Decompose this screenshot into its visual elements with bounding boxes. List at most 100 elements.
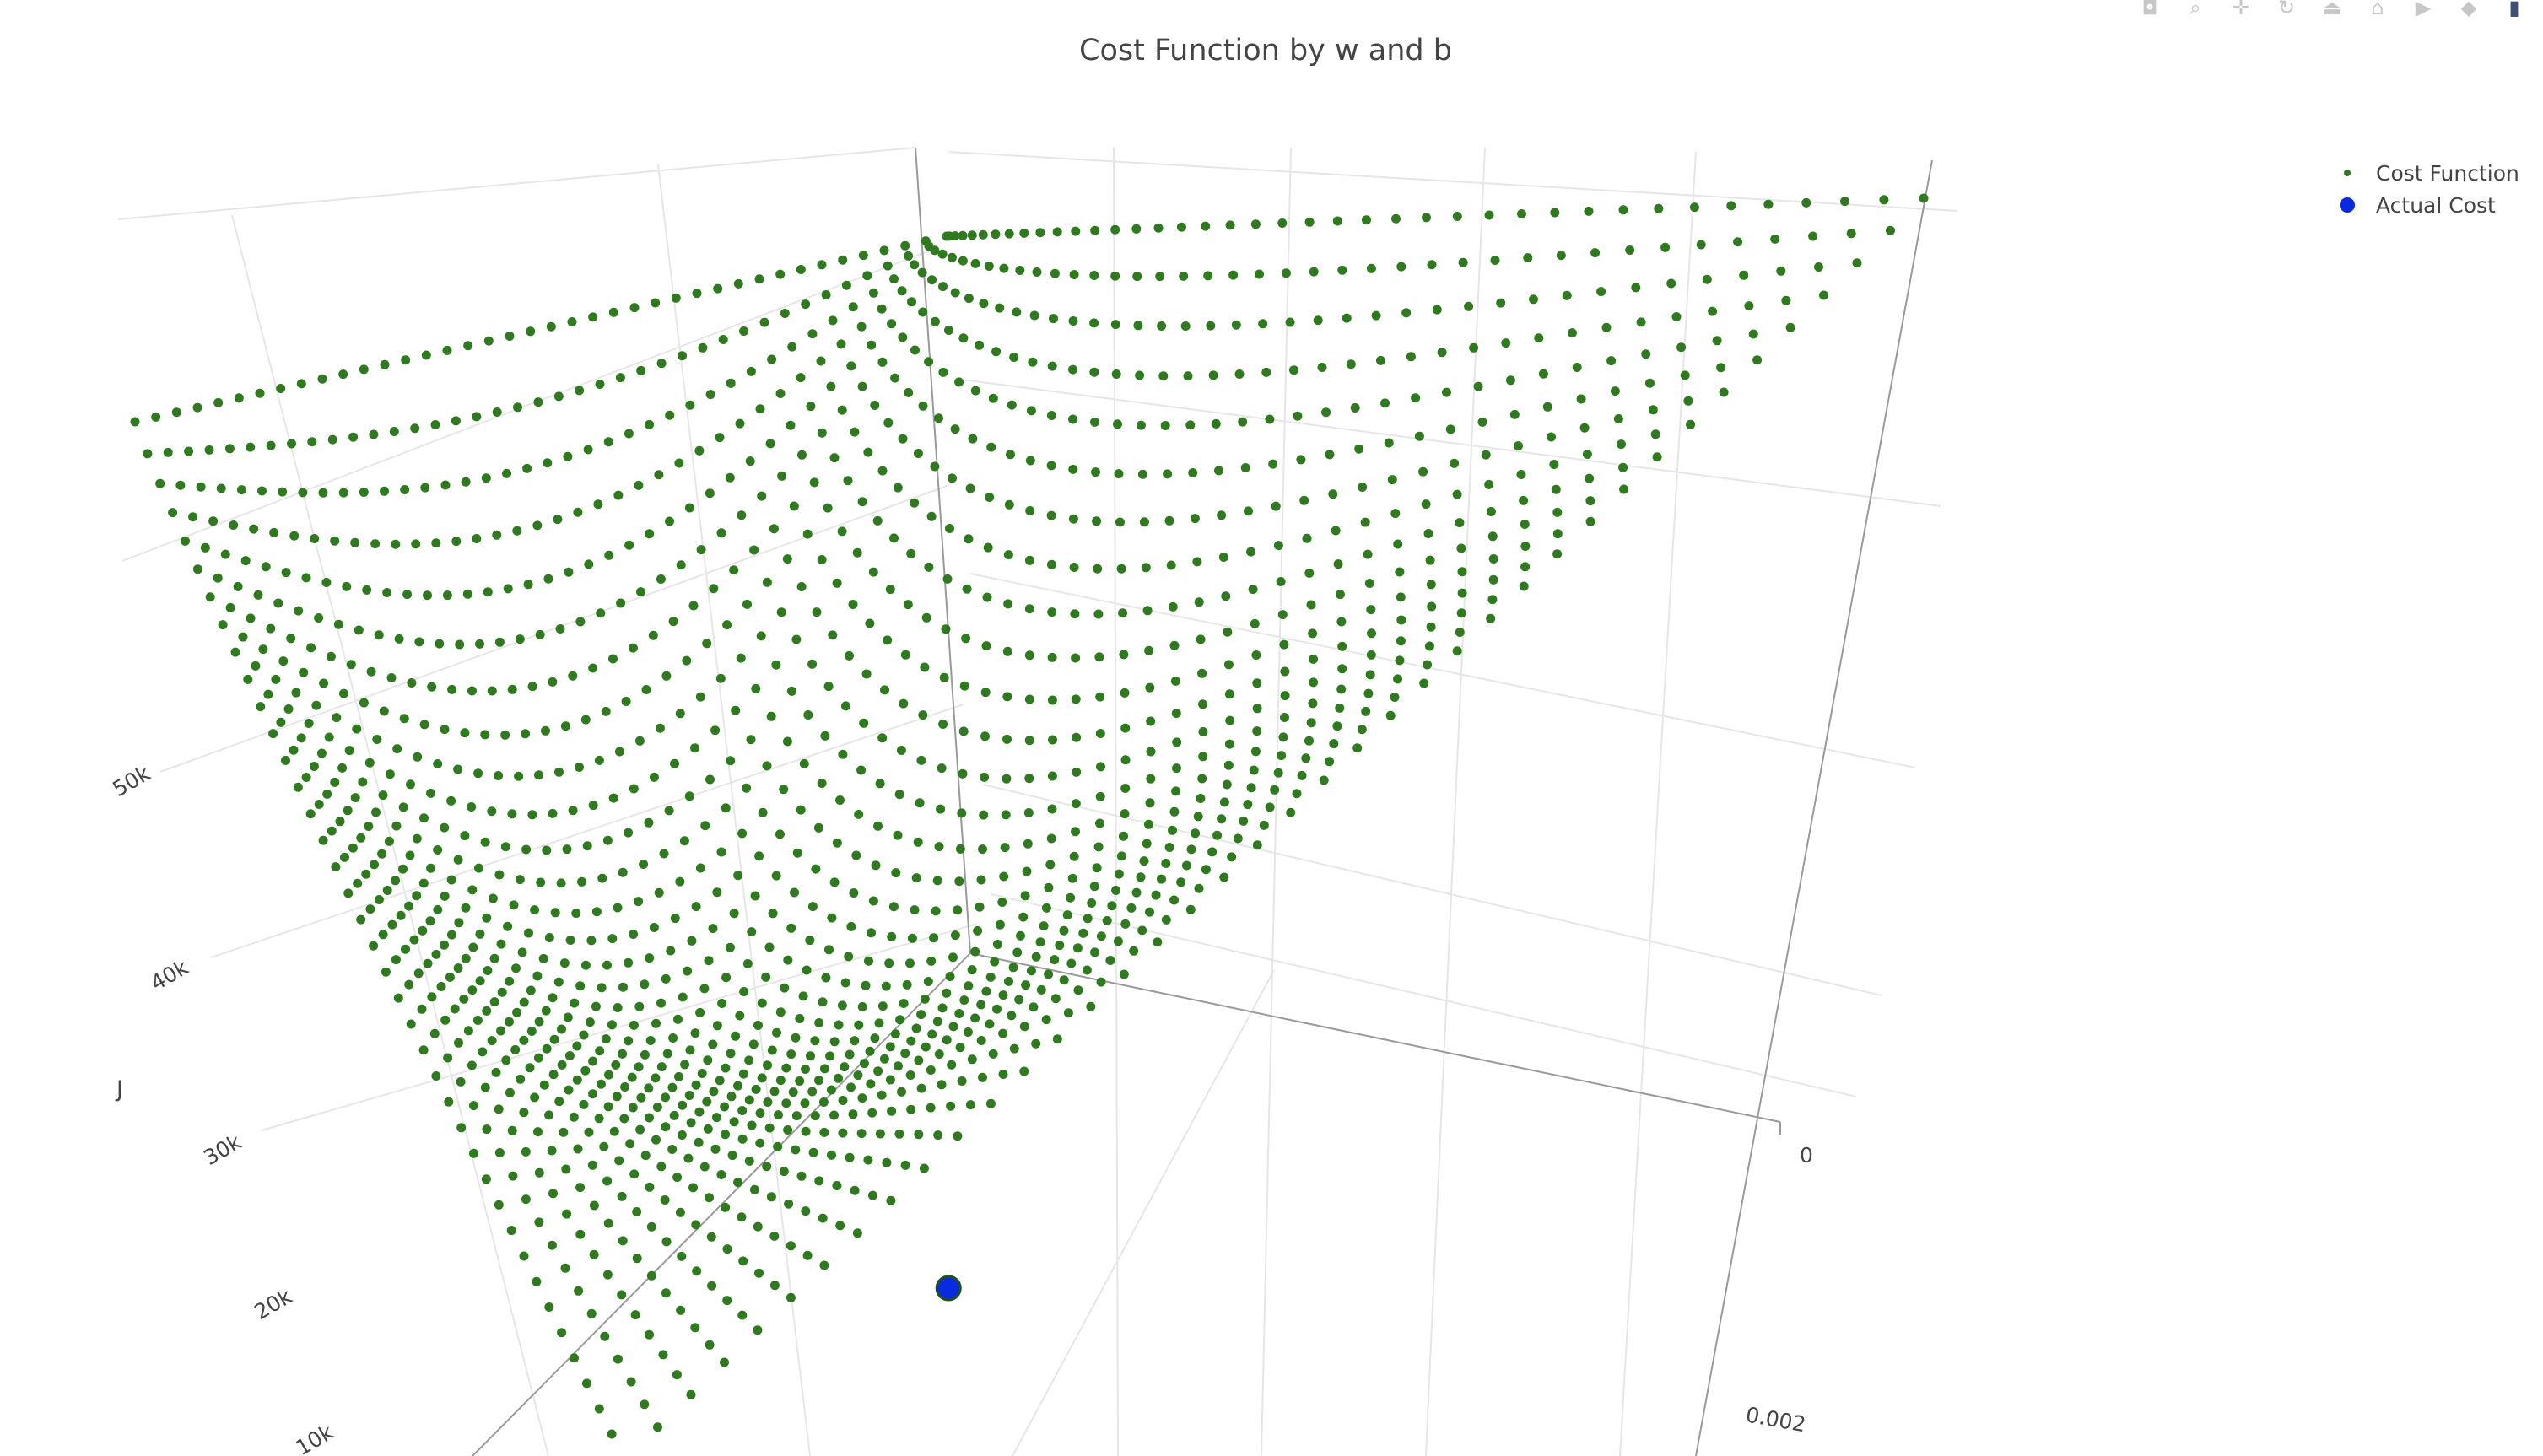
cost-point[interactable] [868,288,878,298]
cost-point[interactable] [683,966,693,976]
cost-point[interactable] [318,488,328,498]
cost-point[interactable] [402,590,413,600]
cost-point[interactable] [1066,958,1077,968]
cost-point[interactable] [1179,271,1189,281]
cost-point[interactable] [181,536,190,546]
cost-point[interactable] [419,720,429,730]
cost-point[interactable] [580,960,591,970]
cost-point[interactable] [1096,762,1105,772]
cost-point[interactable] [735,1011,745,1021]
cost-point[interactable] [1137,469,1147,479]
cost-point[interactable] [1137,925,1147,936]
cost-point[interactable] [747,1120,757,1130]
cost-point[interactable] [1172,763,1181,774]
cost-point[interactable] [1547,432,1556,442]
cost-point[interactable] [236,485,246,495]
cost-point[interactable] [1208,370,1218,380]
cost-point[interactable] [954,876,964,887]
cost-point[interactable] [618,867,628,877]
cost-point[interactable] [331,862,341,872]
cost-point[interactable] [764,942,775,952]
cost-point[interactable] [897,286,907,296]
cost-point[interactable] [702,639,712,649]
cost-point[interactable] [261,562,271,572]
cost-point[interactable] [640,1399,650,1410]
cost-point[interactable] [1396,636,1406,646]
cost-point[interactable] [764,1123,775,1133]
cost-point[interactable] [692,289,702,299]
cost-point[interactable] [624,1036,634,1046]
cost-point[interactable] [1161,914,1171,925]
cost-point[interactable] [837,405,847,415]
cost-point[interactable] [1041,903,1051,913]
cost-point[interactable] [456,1123,467,1133]
cost-point[interactable] [544,1110,554,1120]
cost-point[interactable] [1207,847,1218,857]
cost-point[interactable] [582,841,592,851]
cost-point[interactable] [1046,461,1056,471]
cost-point[interactable] [801,1206,811,1216]
cost-point[interactable] [1304,568,1315,578]
cost-point[interactable] [710,725,721,736]
cost-point[interactable] [906,548,916,558]
cost-point[interactable] [1024,774,1034,784]
cost-point[interactable] [238,632,248,642]
cost-point[interactable] [1281,268,1291,278]
cost-point[interactable] [939,672,949,682]
cost-point[interactable] [1222,779,1232,790]
cost-point[interactable] [762,577,772,587]
cost-point[interactable] [258,644,268,655]
cost-point[interactable] [224,444,235,454]
cost-point[interactable] [401,944,410,954]
cost-point[interactable] [978,844,987,855]
cost-point[interactable] [1160,421,1170,430]
cost-point[interactable] [1028,357,1038,367]
cost-point[interactable] [924,357,934,367]
cost-point[interactable] [1302,533,1312,543]
cost-point[interactable] [857,1093,867,1103]
cost-point[interactable] [496,1026,506,1036]
cost-point[interactable] [542,1043,552,1054]
cost-point[interactable] [985,493,995,502]
cost-point[interactable] [423,958,433,968]
cost-point[interactable] [834,1073,843,1083]
cost-point[interactable] [832,1181,842,1190]
cost-point[interactable] [1090,225,1100,235]
cost-point[interactable] [859,718,869,728]
cost-point[interactable] [850,1185,860,1195]
cost-point[interactable] [683,1153,694,1163]
cost-point[interactable] [644,1083,654,1093]
cost-point[interactable] [1144,645,1154,655]
cost-point[interactable] [411,539,421,549]
cost-point[interactable] [899,999,909,1008]
cost-point[interactable] [548,808,558,818]
cost-point[interactable] [584,1127,594,1137]
cost-point[interactable] [937,1080,947,1090]
cost-point[interactable] [917,267,927,278]
cost-point[interactable] [1211,418,1221,429]
cost-point[interactable] [443,1053,453,1063]
cost-point[interactable] [645,1036,656,1045]
cost-point[interactable] [604,550,614,560]
cost-point[interactable] [286,634,296,644]
cost-point[interactable] [970,386,980,396]
cost-point[interactable] [1445,424,1455,434]
cost-point[interactable] [1024,650,1034,661]
cost-point[interactable] [597,983,607,993]
cost-point[interactable] [851,850,861,860]
cost-point[interactable] [885,1075,895,1085]
cost-point[interactable] [750,891,760,901]
cost-point[interactable] [307,437,317,447]
cost-point[interactable] [311,700,321,710]
cost-point[interactable] [749,545,759,555]
cost-point[interactable] [1239,816,1249,826]
cost-point[interactable] [965,483,975,493]
cost-point[interactable] [958,768,968,779]
cost-point[interactable] [636,1092,646,1103]
cost-point[interactable] [1273,541,1283,551]
cost-point[interactable] [854,809,864,819]
cost-point[interactable] [1217,814,1227,824]
cost-point[interactable] [1225,715,1235,725]
cost-point[interactable] [656,1162,667,1172]
cost-point[interactable] [796,265,806,274]
